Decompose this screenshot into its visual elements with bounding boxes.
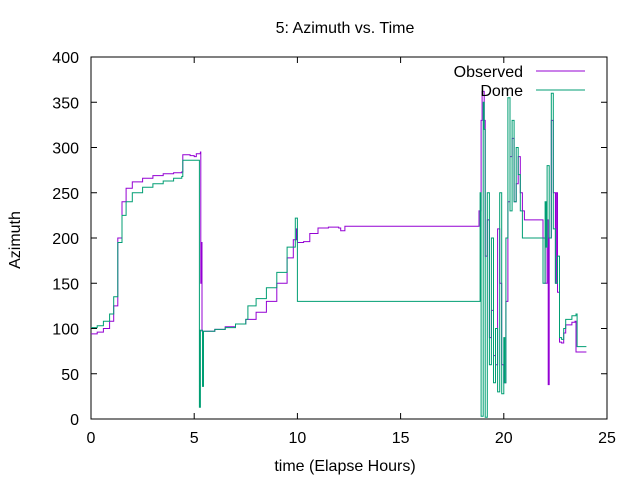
y-tick-label: 100 — [52, 322, 79, 339]
y-tick-label: 0 — [70, 412, 79, 429]
y-axis: 0 50 100 150 200 250 300 350 400 — [52, 50, 607, 429]
series-line-dome — [91, 92, 587, 418]
y-tick-label: 50 — [61, 367, 79, 384]
x-tick-label: 25 — [598, 430, 616, 447]
x-tick-label: 15 — [392, 430, 410, 447]
y-tick-label: 150 — [52, 276, 79, 293]
chart-title: 5: Azimuth vs. Time — [276, 20, 415, 37]
legend-label-observed: Observed — [454, 64, 523, 81]
y-axis-label: Azimuth — [7, 211, 24, 269]
legend: Observed Dome — [454, 64, 585, 100]
y-tick-label: 400 — [52, 50, 79, 67]
series-layer — [91, 90, 587, 418]
x-tick-label: 10 — [289, 430, 307, 447]
y-tick-label: 350 — [52, 95, 79, 112]
y-tick-label: 200 — [52, 231, 79, 248]
legend-label-dome: Dome — [480, 83, 523, 100]
x-axis: 0 5 10 15 20 25 — [87, 57, 616, 447]
x-tick-label: 20 — [495, 430, 513, 447]
x-tick-label: 5 — [190, 430, 199, 447]
x-tick-label: 0 — [87, 430, 96, 447]
y-tick-label: 300 — [52, 141, 79, 158]
x-axis-label: time (Elapse Hours) — [274, 458, 415, 475]
y-tick-label: 250 — [52, 186, 79, 203]
